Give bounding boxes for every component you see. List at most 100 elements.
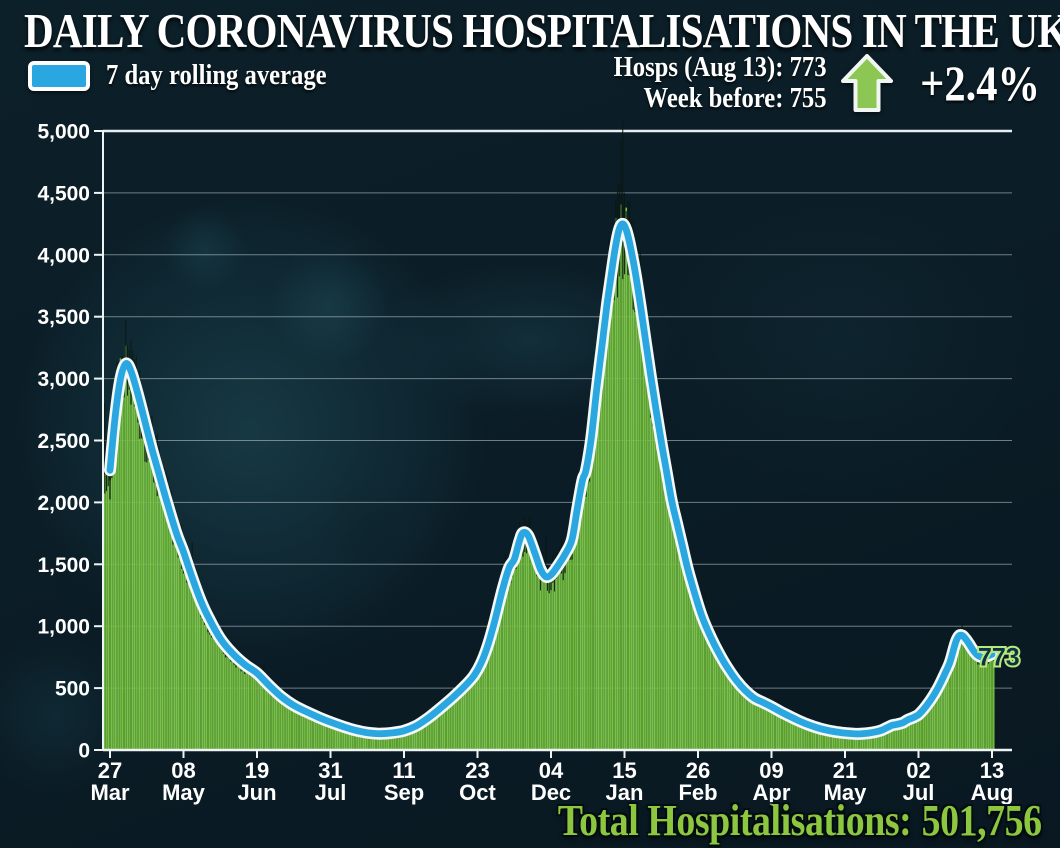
bar bbox=[154, 464, 157, 750]
bar bbox=[215, 633, 218, 750]
stats-text: Hosps (Aug 13): 773 Week before: 755 bbox=[614, 51, 827, 114]
bar bbox=[863, 733, 866, 750]
y-axis-label: 0 bbox=[78, 740, 90, 763]
bar bbox=[530, 544, 533, 750]
bar bbox=[954, 640, 957, 750]
bar bbox=[966, 640, 969, 750]
bar bbox=[555, 565, 558, 750]
bar bbox=[343, 726, 346, 750]
bar bbox=[810, 724, 813, 750]
bar bbox=[873, 731, 876, 750]
bar bbox=[903, 720, 906, 750]
bar bbox=[144, 439, 146, 750]
bar bbox=[606, 303, 608, 750]
bar bbox=[607, 271, 610, 750]
bar bbox=[315, 715, 318, 750]
bar bbox=[397, 730, 400, 750]
bar bbox=[978, 658, 981, 750]
bar bbox=[674, 506, 677, 750]
bar bbox=[789, 716, 792, 750]
bar bbox=[138, 415, 141, 750]
bar bbox=[539, 578, 542, 750]
bar bbox=[964, 633, 967, 750]
bar bbox=[705, 631, 708, 750]
x-axis-label-month: Feb bbox=[678, 780, 717, 805]
bar bbox=[403, 730, 405, 750]
bar bbox=[378, 733, 381, 750]
x-axis-label-day: 31 bbox=[318, 758, 342, 783]
bar bbox=[788, 717, 790, 750]
bar bbox=[235, 661, 237, 750]
bar bbox=[455, 693, 458, 750]
bar bbox=[359, 730, 362, 750]
x-axis-label-day: 27 bbox=[98, 758, 122, 783]
x-axis-label-month: Apr bbox=[753, 780, 791, 805]
bar bbox=[368, 732, 370, 750]
bar bbox=[376, 732, 379, 750]
bar bbox=[590, 443, 593, 750]
bar bbox=[427, 719, 430, 750]
bar bbox=[684, 564, 687, 750]
bar bbox=[490, 632, 493, 750]
bar bbox=[459, 688, 461, 750]
bar bbox=[348, 729, 351, 750]
bar bbox=[483, 654, 486, 750]
bar bbox=[611, 263, 614, 750]
bar bbox=[273, 687, 276, 750]
bar bbox=[429, 715, 432, 750]
bar bbox=[963, 638, 965, 750]
bar bbox=[452, 698, 454, 750]
bar bbox=[128, 362, 131, 750]
bar bbox=[292, 707, 295, 750]
bar bbox=[599, 369, 601, 750]
bar bbox=[285, 699, 288, 750]
bar bbox=[564, 559, 566, 750]
x-axis-label-day: 13 bbox=[980, 758, 1004, 783]
bar bbox=[774, 706, 776, 750]
bar bbox=[714, 647, 717, 750]
bar bbox=[457, 693, 460, 750]
bar bbox=[747, 691, 750, 750]
bar bbox=[107, 466, 110, 750]
bar bbox=[751, 697, 754, 750]
bar bbox=[184, 561, 187, 750]
bar bbox=[877, 730, 880, 750]
bar bbox=[840, 732, 843, 750]
bar bbox=[124, 345, 127, 750]
bar bbox=[791, 717, 794, 750]
bar bbox=[438, 708, 440, 750]
bar bbox=[567, 544, 570, 750]
bar bbox=[740, 683, 743, 750]
legend: 7 day rolling average bbox=[28, 60, 357, 92]
bar bbox=[592, 430, 594, 750]
bar bbox=[830, 730, 832, 750]
bar bbox=[933, 695, 936, 750]
bar bbox=[744, 687, 747, 750]
bar bbox=[355, 730, 358, 750]
bar bbox=[732, 678, 734, 750]
bar bbox=[462, 687, 465, 750]
bar bbox=[443, 706, 446, 750]
bar bbox=[739, 687, 741, 750]
bar bbox=[635, 270, 638, 750]
bar bbox=[117, 403, 120, 750]
x-axis-label-month: May bbox=[824, 780, 868, 805]
bar bbox=[634, 279, 636, 750]
bar bbox=[938, 682, 941, 750]
bar bbox=[569, 545, 572, 750]
bar bbox=[536, 563, 538, 750]
bar bbox=[203, 615, 206, 750]
rolling-average-line bbox=[106, 220, 996, 738]
bar bbox=[327, 720, 330, 750]
bar bbox=[329, 723, 332, 750]
x-axis-label-month: Aug bbox=[971, 780, 1014, 805]
bar bbox=[172, 529, 174, 750]
bar bbox=[226, 650, 229, 750]
bar bbox=[786, 716, 789, 750]
bar bbox=[712, 639, 715, 750]
bar bbox=[219, 640, 222, 750]
bar bbox=[299, 709, 302, 750]
bar bbox=[887, 726, 890, 750]
bar bbox=[866, 733, 869, 750]
